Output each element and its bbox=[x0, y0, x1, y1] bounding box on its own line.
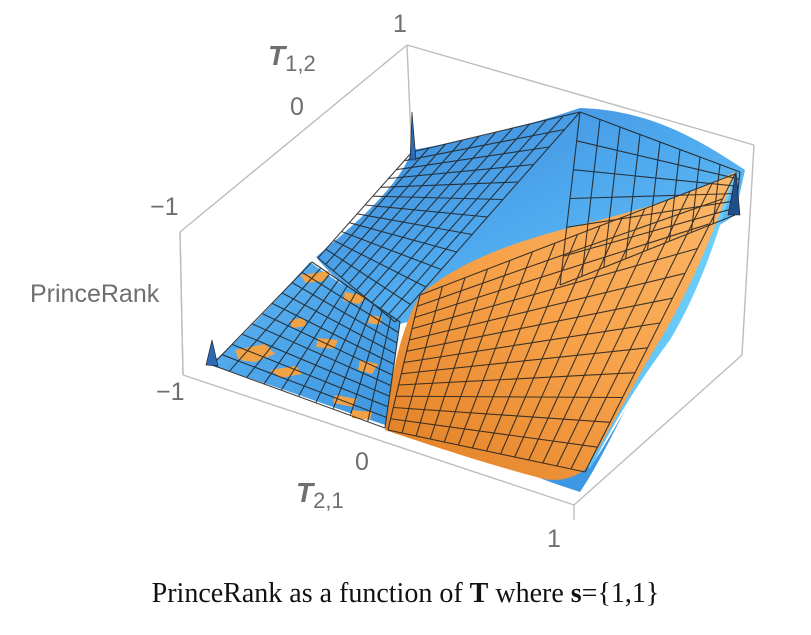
mesh-back-v-7 bbox=[371, 123, 531, 304]
mesh-back-v-2 bbox=[332, 143, 447, 272]
tick-z-lower: −1 bbox=[156, 378, 185, 406]
mesh-back-v-0 bbox=[317, 151, 413, 259]
axis-label-t12: T1,2 bbox=[268, 40, 316, 76]
mesh-orange-v-4 bbox=[443, 260, 511, 443]
mesh-floor-v-2 bbox=[246, 273, 331, 378]
axis-label-t21: T2,1 bbox=[296, 477, 344, 513]
mesh-orange-v-10 bbox=[528, 208, 646, 461]
mesh-floor-v-1 bbox=[228, 267, 322, 372]
tick-z-upper: −1 bbox=[150, 193, 179, 221]
mesh-floor-v-5 bbox=[298, 291, 357, 397]
mesh-back-v-6 bbox=[363, 127, 514, 297]
surface-spikes bbox=[205, 111, 741, 367]
tick-t12-zero: 0 bbox=[290, 93, 304, 121]
mesh-back-v-9 bbox=[386, 115, 564, 316]
mesh-right-v-1 bbox=[576, 140, 740, 180]
mesh-orange-v-2 bbox=[415, 277, 466, 437]
mesh-right-v-3 bbox=[569, 192, 738, 200]
mesh-floor-v-9 bbox=[367, 315, 392, 422]
figure-caption: PrinceRank as a function of T where s={1… bbox=[151, 578, 660, 609]
mesh-orange-v-13 bbox=[570, 182, 713, 470]
mesh-right-v-6 bbox=[559, 214, 736, 286]
plot-box-front bbox=[179, 144, 755, 520]
mesh-orange-v-12 bbox=[556, 191, 691, 467]
mesh-floor-v-7 bbox=[332, 303, 375, 410]
mesh-right-v-0 bbox=[579, 111, 741, 173]
surface-blue-back bbox=[316, 108, 745, 325]
tick-t21-one: 1 bbox=[547, 525, 561, 553]
mesh-floor-v-0 bbox=[211, 261, 313, 366]
mesh-right-v-5 bbox=[563, 207, 736, 257]
tick-t21-zero: 0 bbox=[355, 448, 369, 476]
mesh-back-v-4 bbox=[348, 135, 480, 284]
mesh-orange-v-14 bbox=[584, 173, 736, 473]
mesh-orange-v-6 bbox=[471, 242, 556, 449]
mesh-back-v-8 bbox=[379, 119, 547, 310]
mesh-orange-v-8 bbox=[500, 225, 601, 455]
mesh-floor-v-10 bbox=[384, 321, 401, 429]
mesh-back-v-3 bbox=[340, 139, 463, 278]
mesh-back-v-1 bbox=[325, 147, 430, 265]
mesh-floor-v-3 bbox=[263, 279, 339, 385]
mesh-right-v-4 bbox=[566, 200, 737, 228]
surface-mesh bbox=[211, 111, 741, 473]
mesh-orange-v-3 bbox=[429, 268, 489, 440]
mesh-floor-v-8 bbox=[349, 309, 383, 416]
mesh-orange-v-0 bbox=[387, 294, 421, 431]
mesh-floor-v-6 bbox=[315, 297, 366, 404]
mesh-orange-v-11 bbox=[542, 199, 668, 464]
mesh-orange-v-1 bbox=[401, 286, 444, 434]
mesh-floor-v-4 bbox=[280, 285, 348, 391]
mesh-back-v-10 bbox=[394, 111, 581, 323]
mesh-orange-v-7 bbox=[485, 234, 579, 452]
tick-top-one: 1 bbox=[393, 10, 407, 38]
mesh-orange-v-5 bbox=[457, 251, 534, 446]
axis-label-z: PrinceRank bbox=[30, 280, 160, 308]
mesh-orange-v-9 bbox=[514, 216, 624, 458]
surface-plot: 1 0 −1 −1 0 1 T1,2 T2,1 PrinceRank bbox=[30, 10, 755, 553]
mesh-back-v-5 bbox=[356, 131, 497, 291]
